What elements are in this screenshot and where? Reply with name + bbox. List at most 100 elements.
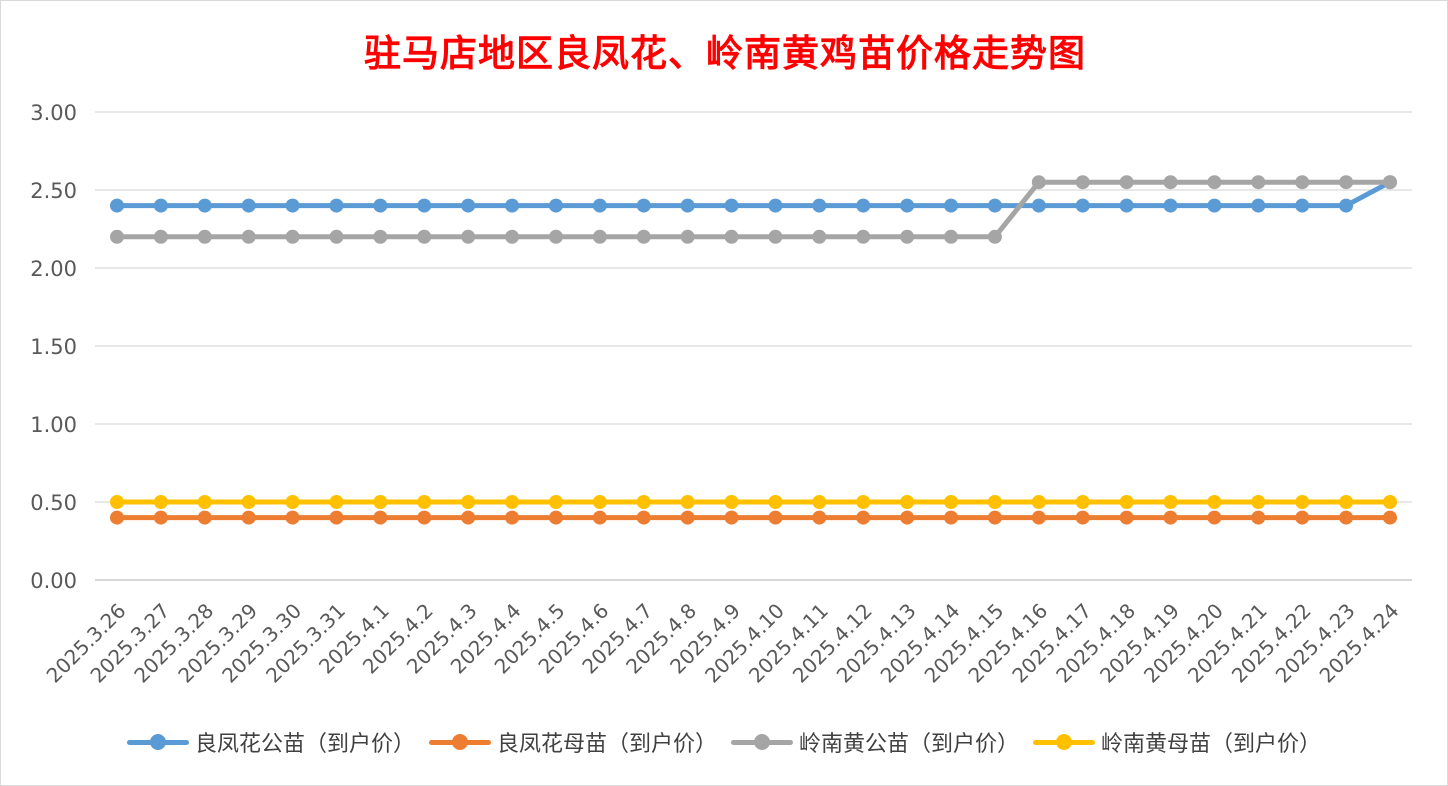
data-point: [329, 198, 344, 213]
data-point: [1251, 495, 1266, 509]
data-point: [1075, 510, 1090, 525]
data-point: [285, 510, 300, 525]
data-point: [329, 510, 344, 525]
data-point: [592, 510, 607, 525]
series-line: [114, 179, 1393, 209]
data-point: [417, 510, 432, 525]
data-point: [110, 229, 124, 244]
data-point: [768, 198, 783, 213]
data-point: [1031, 510, 1046, 525]
chart-title: 驻马店地区良凤花、岭南黄鸡苗价格走势图: [364, 31, 1086, 75]
data-point: [900, 510, 915, 525]
data-point: [1251, 510, 1266, 525]
data-point: [1119, 175, 1134, 190]
data-point: [461, 198, 476, 213]
data-point: [900, 229, 915, 244]
data-point: [987, 198, 1002, 213]
legend-marker: [428, 732, 491, 752]
data-point: [856, 510, 871, 525]
data-point: [1031, 198, 1046, 213]
data-point: [1339, 198, 1354, 213]
data-point: [1163, 175, 1178, 190]
data-point: [1207, 198, 1222, 213]
data-point: [548, 229, 563, 244]
data-point: [1031, 495, 1046, 509]
data-point: [856, 495, 871, 509]
data-point: [241, 510, 256, 525]
data-point: [1031, 175, 1046, 190]
data-point: [197, 510, 212, 525]
data-point: [1339, 510, 1354, 525]
data-point: [241, 495, 256, 509]
data-point: [1119, 510, 1134, 525]
data-point: [1163, 510, 1178, 525]
y-tick-label: 3.00: [30, 101, 77, 125]
legend-label: 岭南黄母苗（到户价）: [1101, 732, 1322, 757]
data-point: [1251, 175, 1266, 190]
x-axis-ticks: 2025.3.262025.3.272025.3.282025.3.292025…: [42, 599, 1404, 688]
data-point: [680, 495, 695, 509]
series-line: [114, 179, 1393, 240]
data-point: [417, 495, 432, 509]
data-point: [900, 198, 915, 213]
data-point: [724, 495, 739, 509]
data-point: [768, 495, 783, 509]
series-2: [110, 510, 1397, 525]
data-point: [197, 229, 212, 244]
data-point: [1119, 198, 1134, 213]
data-point: [461, 229, 476, 244]
data-point: [197, 198, 212, 213]
data-point: [417, 198, 432, 213]
legend-label: 良凤花公苗（到户价）: [194, 732, 415, 757]
data-point: [373, 198, 388, 213]
data-point: [1295, 198, 1310, 213]
data-point: [636, 510, 651, 525]
data-point: [1207, 510, 1222, 525]
data-point: [1163, 198, 1178, 213]
data-point: [592, 229, 607, 244]
y-tick-label: 0.50: [30, 491, 77, 515]
data-point: [110, 198, 124, 213]
data-point: [285, 495, 300, 509]
data-point: [987, 510, 1002, 525]
data-point: [197, 495, 212, 509]
data-point: [944, 510, 959, 525]
data-point: [461, 510, 476, 525]
data-point: [944, 495, 959, 509]
legend-label: 良凤花母苗（到户价）: [496, 732, 717, 757]
data-point: [768, 510, 783, 525]
data-point: [505, 198, 520, 213]
data-point: [1383, 510, 1397, 525]
y-tick-label: 1.00: [30, 413, 77, 437]
series-3: [110, 175, 1397, 244]
data-point: [417, 229, 432, 244]
data-point: [812, 198, 827, 213]
data-point: [548, 510, 563, 525]
data-point: [944, 229, 959, 244]
data-point: [110, 510, 124, 525]
legend-marker: [126, 732, 189, 752]
data-point: [724, 229, 739, 244]
legend-label: 岭南黄公苗（到户价）: [799, 732, 1020, 757]
data-point: [768, 229, 783, 244]
data-point: [680, 229, 695, 244]
legend-item: 岭南黄母苗（到户价）: [1033, 726, 1321, 758]
data-point: [636, 198, 651, 213]
data-point: [1383, 175, 1397, 190]
series-1: [110, 175, 1397, 213]
legend: 良凤花公苗（到户价） 良凤花母苗（到户价） 岭南黄公苗（到户价） 岭南黄母苗（到户价）: [0, 722, 1448, 762]
data-point: [944, 198, 959, 213]
data-point: [110, 495, 124, 509]
data-point: [373, 510, 388, 525]
legend-item: 岭南黄公苗（到户价）: [731, 726, 1019, 758]
data-point: [1207, 175, 1222, 190]
data-point: [987, 495, 1002, 509]
data-point: [1295, 495, 1310, 509]
data-point: [1075, 495, 1090, 509]
y-tick-label: 2.50: [30, 179, 77, 203]
y-axis-ticks: 0.00 0.50 1.00 1.50 2.00 2.50 3.00: [30, 101, 77, 593]
data-point: [900, 495, 915, 509]
data-point: [1075, 198, 1090, 213]
data-point: [1119, 495, 1134, 509]
